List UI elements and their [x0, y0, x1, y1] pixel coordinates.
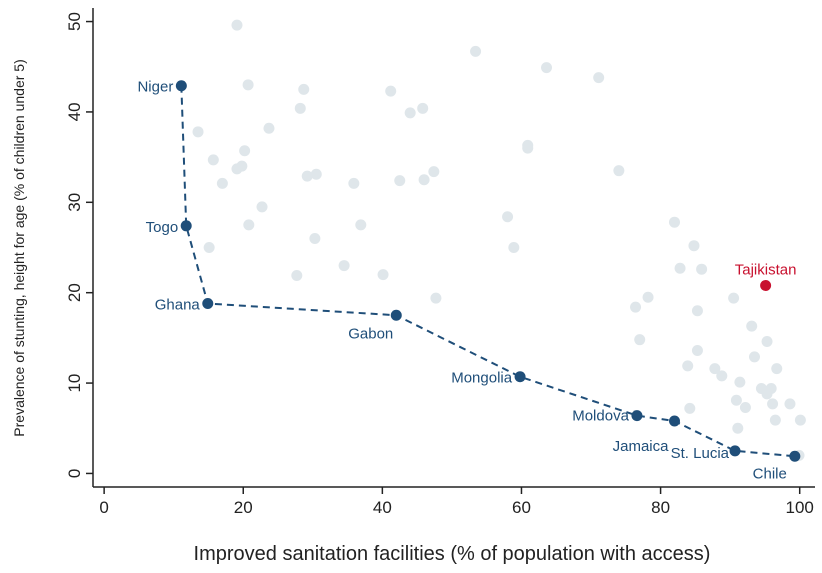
frontier-point [390, 309, 402, 321]
point [784, 398, 796, 410]
point [541, 62, 553, 74]
frontier-point [180, 220, 192, 232]
highlight-label: Tajikistan [735, 261, 797, 278]
point [192, 126, 204, 138]
point [684, 402, 696, 414]
point [404, 107, 416, 119]
y-tick-label: 10 [65, 374, 84, 393]
frontier-point [631, 410, 643, 422]
point [508, 242, 520, 253]
frontier-point [668, 415, 680, 427]
point [739, 401, 751, 413]
point [301, 170, 313, 182]
point-label: Ghana [155, 297, 201, 314]
point [294, 102, 306, 114]
point [231, 163, 243, 175]
point [377, 269, 389, 281]
point-label: Mongolia [451, 370, 513, 387]
y-tick-label: 50 [65, 12, 84, 31]
point [263, 122, 275, 134]
point [696, 263, 708, 275]
point [716, 370, 728, 382]
y-tick-label: 30 [65, 193, 84, 212]
point [502, 211, 514, 223]
x-tick-label: 40 [373, 498, 392, 517]
point [674, 262, 686, 274]
point [630, 301, 642, 313]
frontier-point [789, 450, 801, 462]
y-tick-label: 0 [65, 469, 84, 478]
point [748, 351, 760, 363]
point [682, 360, 694, 372]
x-tick-label: 0 [99, 498, 108, 517]
point-label: Jamaica [613, 438, 670, 455]
point [394, 175, 406, 187]
x-tick-label: 20 [234, 498, 253, 517]
point [709, 363, 721, 375]
point [593, 72, 605, 84]
point [430, 292, 442, 304]
frontier-point [514, 371, 526, 383]
point [239, 145, 251, 157]
y-tick-label: 20 [65, 283, 84, 302]
point [668, 216, 680, 228]
point [291, 270, 303, 282]
highlight-point [760, 279, 772, 291]
y-tick-label: 40 [65, 102, 84, 121]
frontier-point [202, 298, 214, 310]
point [310, 168, 322, 180]
point-label: Togo [146, 219, 179, 236]
point [688, 240, 700, 252]
point-label: Chile [753, 465, 787, 482]
point [634, 334, 646, 346]
point [203, 242, 215, 253]
point [746, 320, 758, 332]
point-label: Moldova [572, 408, 629, 425]
point [761, 335, 773, 347]
point [348, 177, 360, 189]
point [761, 388, 773, 400]
point-label: Gabon [348, 325, 393, 342]
point [256, 201, 268, 213]
point [771, 363, 783, 375]
point [613, 165, 625, 177]
point [298, 83, 310, 95]
point [242, 79, 254, 91]
point [728, 292, 740, 304]
point [385, 85, 397, 97]
point [642, 291, 654, 303]
point [767, 398, 779, 410]
point [691, 305, 703, 317]
point [243, 219, 255, 231]
frontier-point [729, 445, 741, 457]
y-axis-label: Prevalence of stunting, height for age (… [11, 59, 27, 436]
point-label: Niger [137, 79, 173, 96]
point [794, 414, 806, 426]
frontier-point [175, 80, 187, 92]
point [769, 414, 781, 426]
point [338, 260, 350, 272]
point [691, 345, 703, 357]
x-tick-label: 60 [512, 498, 531, 517]
point [417, 102, 429, 114]
point [734, 376, 746, 388]
point [730, 394, 742, 406]
point [522, 142, 534, 154]
point [309, 232, 321, 244]
point-label: St. Lucia [671, 445, 730, 462]
point [732, 422, 744, 434]
point [231, 19, 243, 31]
point [470, 45, 482, 57]
x-axis-label: Improved sanitation facilities (% of pop… [194, 543, 711, 565]
point [418, 174, 430, 186]
point [355, 219, 367, 231]
point [428, 166, 440, 178]
x-tick-label: 80 [651, 498, 670, 517]
point [216, 177, 228, 189]
x-tick-label: 100 [786, 498, 814, 517]
point [207, 154, 219, 166]
